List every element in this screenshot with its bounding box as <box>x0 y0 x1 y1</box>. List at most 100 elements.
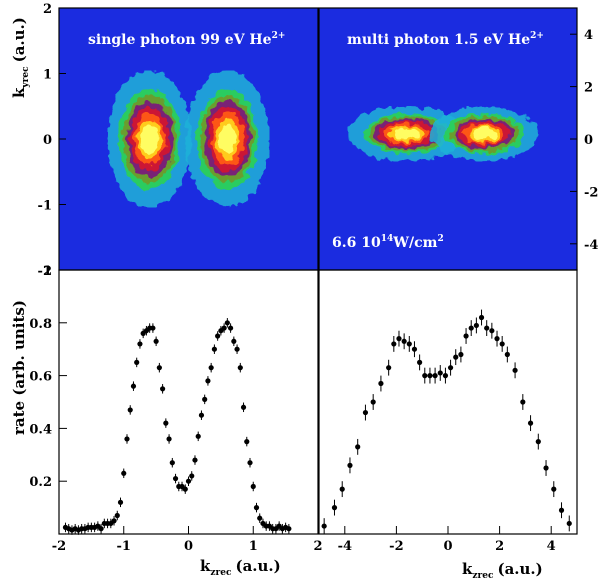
label-intensity: 6.6 1014W/cm2 <box>332 234 444 251</box>
bl-point <box>231 338 237 344</box>
br-point <box>566 520 572 527</box>
bl-point <box>172 475 179 482</box>
br-xtick-label: -4 <box>338 539 352 554</box>
xlabel-bottom-left: kzrec (a.u.) <box>200 557 281 578</box>
br-point <box>463 333 469 339</box>
bl-point <box>234 346 240 352</box>
br-point <box>370 399 376 405</box>
bl-point <box>211 346 217 352</box>
bl-point <box>257 515 263 521</box>
y-ticks-top-right: 4 2 0 -2 -4 <box>570 28 598 253</box>
br-point <box>520 399 526 405</box>
bl-point <box>137 341 143 347</box>
bl-point <box>163 420 169 426</box>
bl-point <box>247 460 253 466</box>
bl-point <box>244 439 250 445</box>
br-point <box>417 359 423 365</box>
heatmap-left-lobe-0-level-8 <box>140 124 159 154</box>
bl-point <box>150 325 156 331</box>
br-point <box>468 325 474 331</box>
axes-bottom-right: -4 -2 0 2 4 <box>338 526 556 554</box>
br-point <box>442 373 449 379</box>
bl-point <box>189 473 195 479</box>
bl-point <box>253 505 260 511</box>
heatmap-right-density <box>347 106 539 162</box>
bl-point <box>215 333 221 339</box>
br-point <box>422 373 428 379</box>
bl-point <box>221 325 227 331</box>
br-point <box>535 439 541 445</box>
br-point <box>386 365 392 371</box>
br-point <box>527 420 534 426</box>
bl-point <box>166 436 172 442</box>
br-point <box>406 341 412 347</box>
br-point <box>437 370 443 376</box>
bl-point <box>202 396 208 402</box>
br-point <box>401 338 407 344</box>
bl-xtick-label: -2 <box>52 539 66 554</box>
bl-point <box>114 512 120 519</box>
bl-ytick-label: 0.8 <box>29 317 52 332</box>
heatmap-right-lobe-0-level-8 <box>394 128 420 140</box>
bl-point <box>250 483 256 490</box>
br-point <box>494 336 500 342</box>
br-point <box>458 351 464 358</box>
br-point <box>447 365 454 371</box>
br-point <box>504 351 510 358</box>
bl-point <box>205 378 211 384</box>
br-point <box>489 328 495 334</box>
ylabel-top: kyrec(a.u.) <box>10 17 31 98</box>
bl-point <box>111 518 117 524</box>
br-point <box>378 380 384 387</box>
bl-point <box>208 365 214 371</box>
br-point <box>558 507 565 513</box>
bl-ytick-label: 0.2 <box>29 475 52 490</box>
scatter-multi-photon: -4 -2 0 2 4 <box>318 269 578 554</box>
br-point <box>432 373 438 379</box>
bl-ytick-label: 0.6 <box>29 370 52 385</box>
br-point <box>355 444 361 450</box>
bl-xtick-label: 1 <box>249 539 258 554</box>
tr-ytick-label: 2 <box>584 81 593 96</box>
y-ticks-top-left: -1 0 1 2 -2 <box>38 2 66 279</box>
br-point <box>331 505 338 511</box>
bl-xtick-label: 0 <box>184 539 193 554</box>
bl-point <box>124 436 130 442</box>
bl-point <box>237 365 243 371</box>
bl-point <box>134 359 140 365</box>
bl-point <box>127 407 133 413</box>
br-point <box>427 373 433 379</box>
label-multi-photon: multi photon 1.5 eV He2+ <box>347 31 544 48</box>
bl-xtick-label: 2 <box>313 539 322 554</box>
heatmap-left-density <box>107 70 270 208</box>
bl-point <box>130 383 137 389</box>
br-point <box>339 486 345 492</box>
heatmap-right-lobe-1-level-8 <box>472 128 496 140</box>
br-xtick-label: 0 <box>443 539 452 554</box>
tl-ytick-label-bottom: -2 <box>38 264 52 279</box>
br-point <box>411 346 418 352</box>
bl-ytick-label: 0.4 <box>29 422 52 437</box>
tr-ytick-label: -4 <box>584 238 598 253</box>
bl-point <box>240 404 247 410</box>
tl-ytick-label: 1 <box>43 68 52 83</box>
ylabel-bottom: rate (arb. units) <box>10 300 28 435</box>
axes-bottom-left: -2 -1 0 1 2 0.2 0.4 0.6 0.8 1 <box>29 264 322 554</box>
tr-ytick-label: -2 <box>584 185 598 200</box>
bl-point <box>192 457 198 463</box>
bl-point <box>117 499 124 505</box>
br-xtick-label: 2 <box>495 539 504 554</box>
heatmap-left-image <box>59 8 318 270</box>
br-point <box>362 409 369 416</box>
br-point <box>499 341 505 347</box>
tr-ytick-label: 4 <box>584 28 593 43</box>
frame-bottom-left <box>58 269 319 535</box>
heatmap-left-lobe-1-level-8 <box>218 124 237 154</box>
heatmap-multi-photon: multi photon 1.5 eV He2+ 6.6 1014W/cm2 4… <box>318 7 598 271</box>
bl-point <box>198 412 205 418</box>
bl-point <box>286 526 292 532</box>
br-point <box>391 341 397 347</box>
xlabel-bottom-right: kzrec (a.u.) <box>462 560 543 579</box>
bl-point <box>98 526 104 532</box>
